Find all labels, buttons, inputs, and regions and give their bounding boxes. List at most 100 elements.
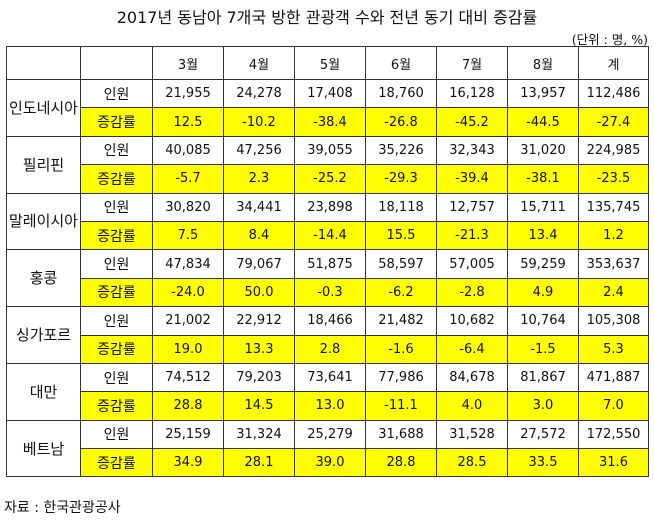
country-name: 홍콩	[6, 249, 81, 308]
rate-cell: -45.2	[436, 107, 508, 137]
visitors-cell: 39,055	[294, 135, 366, 166]
rate-cell: 19.0	[152, 334, 224, 364]
visitors-cell: 79,203	[223, 362, 295, 393]
rate-cell: -5.7	[152, 164, 224, 194]
visitors-cell: 31,324	[223, 419, 295, 450]
table-row: 증감률 -5.7 2.3 -25.2 -29.3 -39.4 -38.1 -23.5	[7, 164, 649, 194]
visitors-cell: 224,985	[578, 135, 649, 166]
visitors-label: 인원	[80, 419, 153, 450]
header-row: 3월 4월 5월 6월 7월 8월 계	[6, 46, 649, 80]
rate-cell: 28.5	[436, 448, 508, 478]
column-header: 계	[578, 46, 649, 80]
corner-cell	[6, 46, 81, 80]
visitors-cell: 31,528	[436, 419, 508, 450]
table-row: 말레이시아 인원 30,820 34,441 23,898 18,118 12,757 15,…	[6, 192, 649, 251]
rate-cell: -24.0	[152, 277, 224, 308]
rate-cell: 7.0	[578, 391, 649, 421]
rate-label: 증감률	[80, 220, 153, 251]
country-name: 베트남	[6, 419, 81, 478]
visitors-cell: 23,898	[294, 192, 366, 222]
visitors-cell: 22,912	[223, 306, 295, 336]
column-header: 7월	[436, 46, 508, 80]
table-row: 증감률 19.0 13.3 2.8 -1.6 -6.4 -1.5 5.3	[7, 334, 649, 364]
visitors-cell: 12,757	[436, 192, 508, 222]
visitors-cell: 57,005	[436, 249, 508, 279]
visitors-label: 인원	[80, 362, 153, 393]
visitors-cell: 25,279	[294, 419, 366, 450]
country-name: 말레이시아	[6, 192, 81, 251]
rate-cell: 7.5	[152, 220, 224, 251]
visitors-cell: 25,159	[152, 419, 224, 450]
country-name: 인도네시아	[6, 79, 81, 137]
visitors-cell: 47,834	[152, 249, 224, 279]
rate-label: 증감률	[80, 107, 153, 137]
country-name: 필리핀	[6, 135, 81, 194]
rate-cell: -23.5	[578, 164, 649, 194]
table-row: 증감률 28.8 14.5 13.0 -11.1 4.0 3.0 7.0	[7, 391, 649, 421]
rate-cell: 34.9	[152, 448, 224, 478]
visitors-cell: 21,955	[152, 78, 224, 109]
rate-cell: -25.2	[294, 164, 366, 194]
table-row: 싱가포르 인원 21,002 22,912 18,466 21,482 10,682 10,7…	[6, 306, 649, 364]
rate-cell: 13.3	[223, 334, 295, 364]
rate-cell: 2.4	[578, 277, 649, 308]
source-note: 자료 : 한국관광공사	[4, 500, 121, 516]
visitors-cell: 17,408	[294, 78, 366, 109]
visitors-cell: 77,986	[365, 362, 437, 393]
rate-cell: 13.4	[507, 220, 579, 251]
table-title: 2017년 동남아 7개국 방한 관광객 수와 전년 동기 대비 증감률	[116, 8, 538, 27]
rate-label: 증감률	[80, 391, 153, 421]
rate-cell: -11.1	[365, 391, 437, 421]
visitors-cell: 74,512	[152, 362, 224, 393]
table-row: 증감률 -24.0 50.0 -0.3 -6.2 -2.8 4.9 2.4	[7, 277, 649, 308]
visitors-cell: 10,764	[507, 306, 579, 336]
rate-label: 증감률	[80, 334, 153, 364]
visitors-label: 인원	[80, 249, 153, 279]
column-header: 6월	[365, 46, 437, 80]
visitors-cell: 18,760	[365, 78, 437, 109]
rate-cell: 28.8	[152, 391, 224, 421]
visitors-cell: 32,343	[436, 135, 508, 166]
rate-cell: 5.3	[578, 334, 649, 364]
rate-label: 증감률	[80, 277, 153, 308]
visitors-cell: 24,278	[223, 78, 295, 109]
visitors-cell: 79,067	[223, 249, 295, 279]
visitors-label: 인원	[80, 135, 153, 166]
column-header: 5월	[294, 46, 366, 80]
table-row: 홍콩 인원 47,834 79,067 51,875 58,597 57,005 59,259…	[6, 249, 649, 308]
rate-cell: 2.8	[294, 334, 366, 364]
rate-label: 증감률	[80, 164, 153, 194]
visitors-cell: 135,745	[578, 192, 649, 222]
rate-cell: 13.0	[294, 391, 366, 421]
table-row: 증감률 7.5 8.4 -14.4 15.5 -21.3 13.4 1.2	[7, 220, 649, 251]
visitors-cell: 47,256	[223, 135, 295, 166]
visitor-table: 3월 4월 5월 6월 7월 8월 계 인도네시아 인원 21,955 24,278 1…	[6, 46, 649, 478]
visitors-label: 인원	[80, 78, 153, 109]
column-header: 8월	[507, 46, 579, 80]
rate-cell: 28.1	[223, 448, 295, 478]
table-row: 증감률 34.9 28.1 39.0 28.8 28.5 33.5 31.6	[7, 448, 649, 478]
visitors-cell: 21,002	[152, 306, 224, 336]
table-row: 증감률 12.5 -10.2 -38.4 -26.8 -45.2 -44.5 -27.4	[7, 107, 649, 137]
column-header: 4월	[223, 46, 295, 80]
visitors-cell: 35,226	[365, 135, 437, 166]
visitors-cell: 51,875	[294, 249, 366, 279]
visitors-cell: 30,820	[152, 192, 224, 222]
rate-cell: 33.5	[507, 448, 579, 478]
visitors-cell: 34,441	[223, 192, 295, 222]
visitors-cell: 112,486	[578, 78, 649, 109]
rate-cell: 50.0	[223, 277, 295, 308]
rate-cell: 8.4	[223, 220, 295, 251]
visitors-cell: 81,867	[507, 362, 579, 393]
visitors-cell: 10,682	[436, 306, 508, 336]
visitors-cell: 59,259	[507, 249, 579, 279]
rate-cell: -21.3	[436, 220, 508, 251]
rate-cell: 15.5	[365, 220, 437, 251]
rate-label: 증감률	[80, 448, 153, 478]
column-header: 3월	[152, 46, 224, 80]
rate-cell: -0.3	[294, 277, 366, 308]
rate-cell: -1.5	[507, 334, 579, 364]
rate-cell: -2.8	[436, 277, 508, 308]
rate-cell: 1.2	[578, 220, 649, 251]
visitors-cell: 353,637	[578, 249, 649, 279]
